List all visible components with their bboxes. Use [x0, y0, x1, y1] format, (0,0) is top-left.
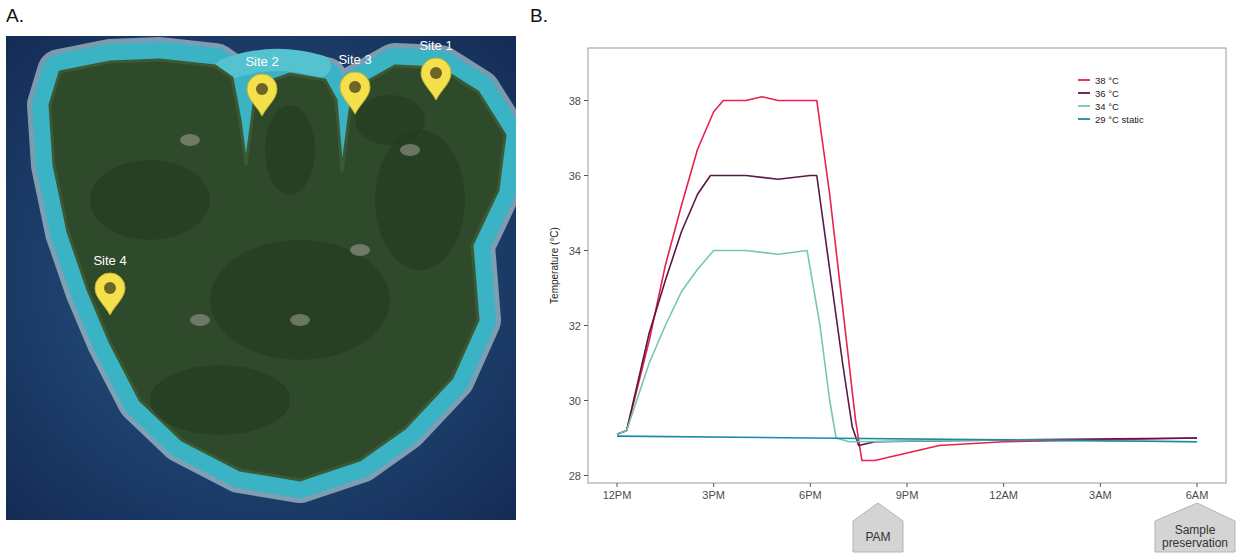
x-tick-label: 9PM: [896, 489, 919, 501]
site-label: Site 3: [338, 52, 371, 67]
site-pin: [95, 273, 125, 315]
annotation-text: Sample: [1175, 523, 1216, 537]
legend-swatch: [1078, 79, 1090, 81]
site-label: Site 2: [245, 54, 278, 69]
x-tick-label: 6AM: [1186, 489, 1209, 501]
y-tick-label: 36: [569, 170, 581, 182]
legend-swatch: [1078, 118, 1090, 120]
x-tick: [617, 483, 618, 487]
x-tick: [1100, 483, 1101, 487]
ridge: [265, 105, 315, 195]
x-tick-label: 3AM: [1089, 489, 1112, 501]
ridge: [150, 365, 290, 435]
figure: A. Site 1 Site 2 Site 3 Site 4 B. 28 30 32 34 36 38…: [0, 0, 1240, 556]
x-tick-label: 12PM: [603, 489, 632, 501]
y-tick: [584, 400, 588, 401]
reef: [50, 60, 505, 480]
ridge: [355, 95, 425, 145]
y-tick: [584, 100, 588, 101]
legend-label: 34 °C: [1095, 101, 1119, 112]
series-line: [617, 176, 1197, 446]
panel-letter: A.: [6, 5, 24, 26]
x-tick: [810, 483, 811, 487]
site-pin-center: [430, 67, 442, 79]
x-tick: [1003, 483, 1004, 487]
annotation: PAM: [853, 503, 903, 552]
y-tick-label: 34: [569, 245, 581, 257]
y-tick-label: 28: [569, 470, 581, 482]
legend-label: 29 °C static: [1095, 114, 1144, 125]
lagoon: [50, 60, 505, 480]
y-tick: [584, 475, 588, 476]
clearing: [290, 314, 310, 326]
site-pin-center: [256, 83, 268, 95]
x-tick: [1197, 483, 1198, 487]
island: [50, 60, 505, 480]
ridge: [210, 240, 390, 360]
x-tick: [907, 483, 908, 487]
y-tick: [584, 325, 588, 326]
annotation-arrow: [853, 503, 903, 552]
site-pin: [421, 58, 451, 100]
legend-label: 36 °C: [1095, 88, 1119, 99]
ocean: [6, 36, 516, 520]
series-line: [617, 436, 1197, 442]
annotation-arrow: [1155, 503, 1235, 552]
ridge: [375, 130, 465, 270]
site-pin-center: [349, 81, 361, 93]
clearing: [180, 134, 200, 146]
y-tick-label: 30: [569, 395, 581, 407]
y-axis-title: Temperature (°C): [549, 227, 560, 304]
site-pin: [340, 72, 370, 114]
series-line: [617, 251, 1197, 442]
lines: [617, 97, 1197, 461]
ridge: [90, 160, 210, 240]
x-tick: [713, 483, 714, 487]
clearing: [400, 144, 420, 156]
annotation-text: preservation: [1162, 536, 1228, 550]
site-pin-center: [104, 282, 116, 294]
panel-letter: B.: [530, 5, 548, 26]
clearing: [190, 314, 210, 326]
site-label: Site 1: [419, 38, 452, 53]
series-line: [617, 97, 1197, 461]
annotation: Samplepreservation: [1155, 503, 1235, 552]
x-tick-label: 12AM: [989, 489, 1018, 501]
x-tick-label: 3PM: [702, 489, 725, 501]
y-tick: [584, 250, 588, 251]
site-label: Site 4: [93, 253, 126, 268]
y-tick: [584, 175, 588, 176]
legend-swatch: [1078, 92, 1090, 94]
legend-swatch: [1078, 105, 1090, 107]
x-tick-label: 6PM: [799, 489, 822, 501]
plot-frame: [588, 48, 1226, 483]
y-tick-label: 38: [569, 95, 581, 107]
map: [6, 36, 516, 520]
clearing: [350, 244, 370, 256]
y-tick-label: 32: [569, 320, 581, 332]
annotation-text: PAM: [865, 530, 890, 544]
site-pin: [247, 74, 277, 116]
legend-label: 38 °C: [1095, 75, 1119, 86]
